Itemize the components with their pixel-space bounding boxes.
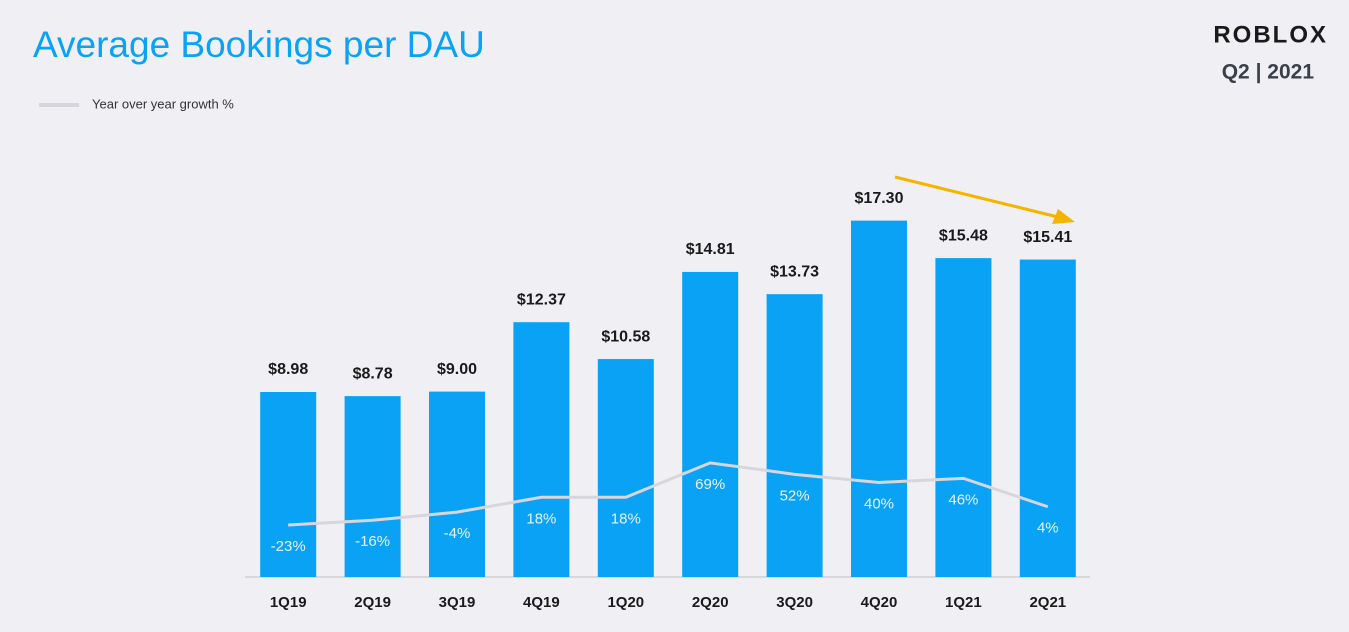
bar-value-label: $10.58 — [601, 328, 650, 345]
growth-label: 18% — [611, 510, 641, 527]
bar — [260, 392, 317, 577]
bar-value-label: $9.00 — [437, 361, 477, 378]
growth-label: 40% — [864, 495, 894, 512]
bar — [682, 271, 739, 577]
brand-logo: ROBLOX — [1213, 21, 1328, 48]
bar-value-label: $15.48 — [939, 227, 988, 244]
x-tick-label: 3Q19 — [439, 594, 476, 611]
x-tick-label: 4Q20 — [861, 594, 898, 611]
growth-label: -16% — [355, 533, 390, 550]
bar — [851, 220, 907, 577]
bar-value-label: $17.30 — [855, 190, 904, 207]
bar-value-label: $8.98 — [268, 361, 308, 378]
bar — [344, 396, 401, 577]
chart-title: Average Bookings per DAU — [33, 24, 485, 65]
growth-label: 52% — [780, 487, 810, 504]
bar — [766, 294, 823, 577]
growth-label: -4% — [444, 525, 471, 542]
period: Q2 | 2021 — [1222, 61, 1315, 84]
legend-label: Year over year growth % — [92, 96, 234, 111]
x-tick-label: 2Q21 — [1029, 594, 1066, 611]
bar-value-label: $15.41 — [1023, 229, 1072, 246]
bar-value-label: $12.37 — [517, 291, 566, 308]
growth-label: 4% — [1037, 520, 1059, 537]
growth-label: 18% — [526, 510, 556, 527]
growth-label: 69% — [695, 476, 725, 493]
bar — [1019, 259, 1076, 577]
x-tick-label: 2Q20 — [692, 594, 729, 611]
x-tick-label: 1Q21 — [945, 594, 982, 611]
bar-value-label: $14.81 — [686, 241, 735, 258]
x-tick-label: 1Q20 — [607, 594, 644, 611]
x-tick-label: 3Q20 — [776, 594, 813, 611]
trend-arrow — [894, 175, 1075, 224]
bar — [513, 322, 570, 577]
growth-label: 46% — [948, 491, 978, 508]
x-tick-label: 4Q19 — [523, 594, 560, 611]
x-tick-label: 2Q19 — [354, 594, 391, 611]
growth-line — [288, 461, 1049, 527]
bar — [429, 391, 485, 577]
bar-value-label: $8.78 — [353, 365, 393, 382]
growth-label: -23% — [271, 538, 306, 555]
bar-value-label: $13.73 — [770, 263, 819, 280]
bar — [597, 359, 654, 577]
x-tick-label: 1Q19 — [270, 594, 307, 611]
bar — [935, 258, 992, 577]
